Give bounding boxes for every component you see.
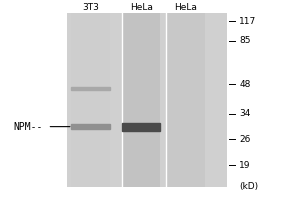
Text: HeLa: HeLa <box>174 3 197 12</box>
Bar <box>122 123 160 131</box>
Text: 34: 34 <box>239 109 250 118</box>
Bar <box>67 13 227 187</box>
Bar <box>122 13 160 187</box>
Text: 19: 19 <box>239 161 251 170</box>
Bar <box>71 87 110 90</box>
Bar <box>166 13 205 187</box>
Bar <box>71 124 110 129</box>
Bar <box>71 13 110 187</box>
Text: 48: 48 <box>239 80 250 89</box>
Text: NPM--: NPM-- <box>13 122 43 132</box>
Text: (kD): (kD) <box>239 182 258 191</box>
Text: 3T3: 3T3 <box>82 3 99 12</box>
Text: HeLa: HeLa <box>130 3 152 12</box>
Text: 117: 117 <box>239 17 256 26</box>
Text: 26: 26 <box>239 135 250 144</box>
Text: 85: 85 <box>239 36 251 45</box>
